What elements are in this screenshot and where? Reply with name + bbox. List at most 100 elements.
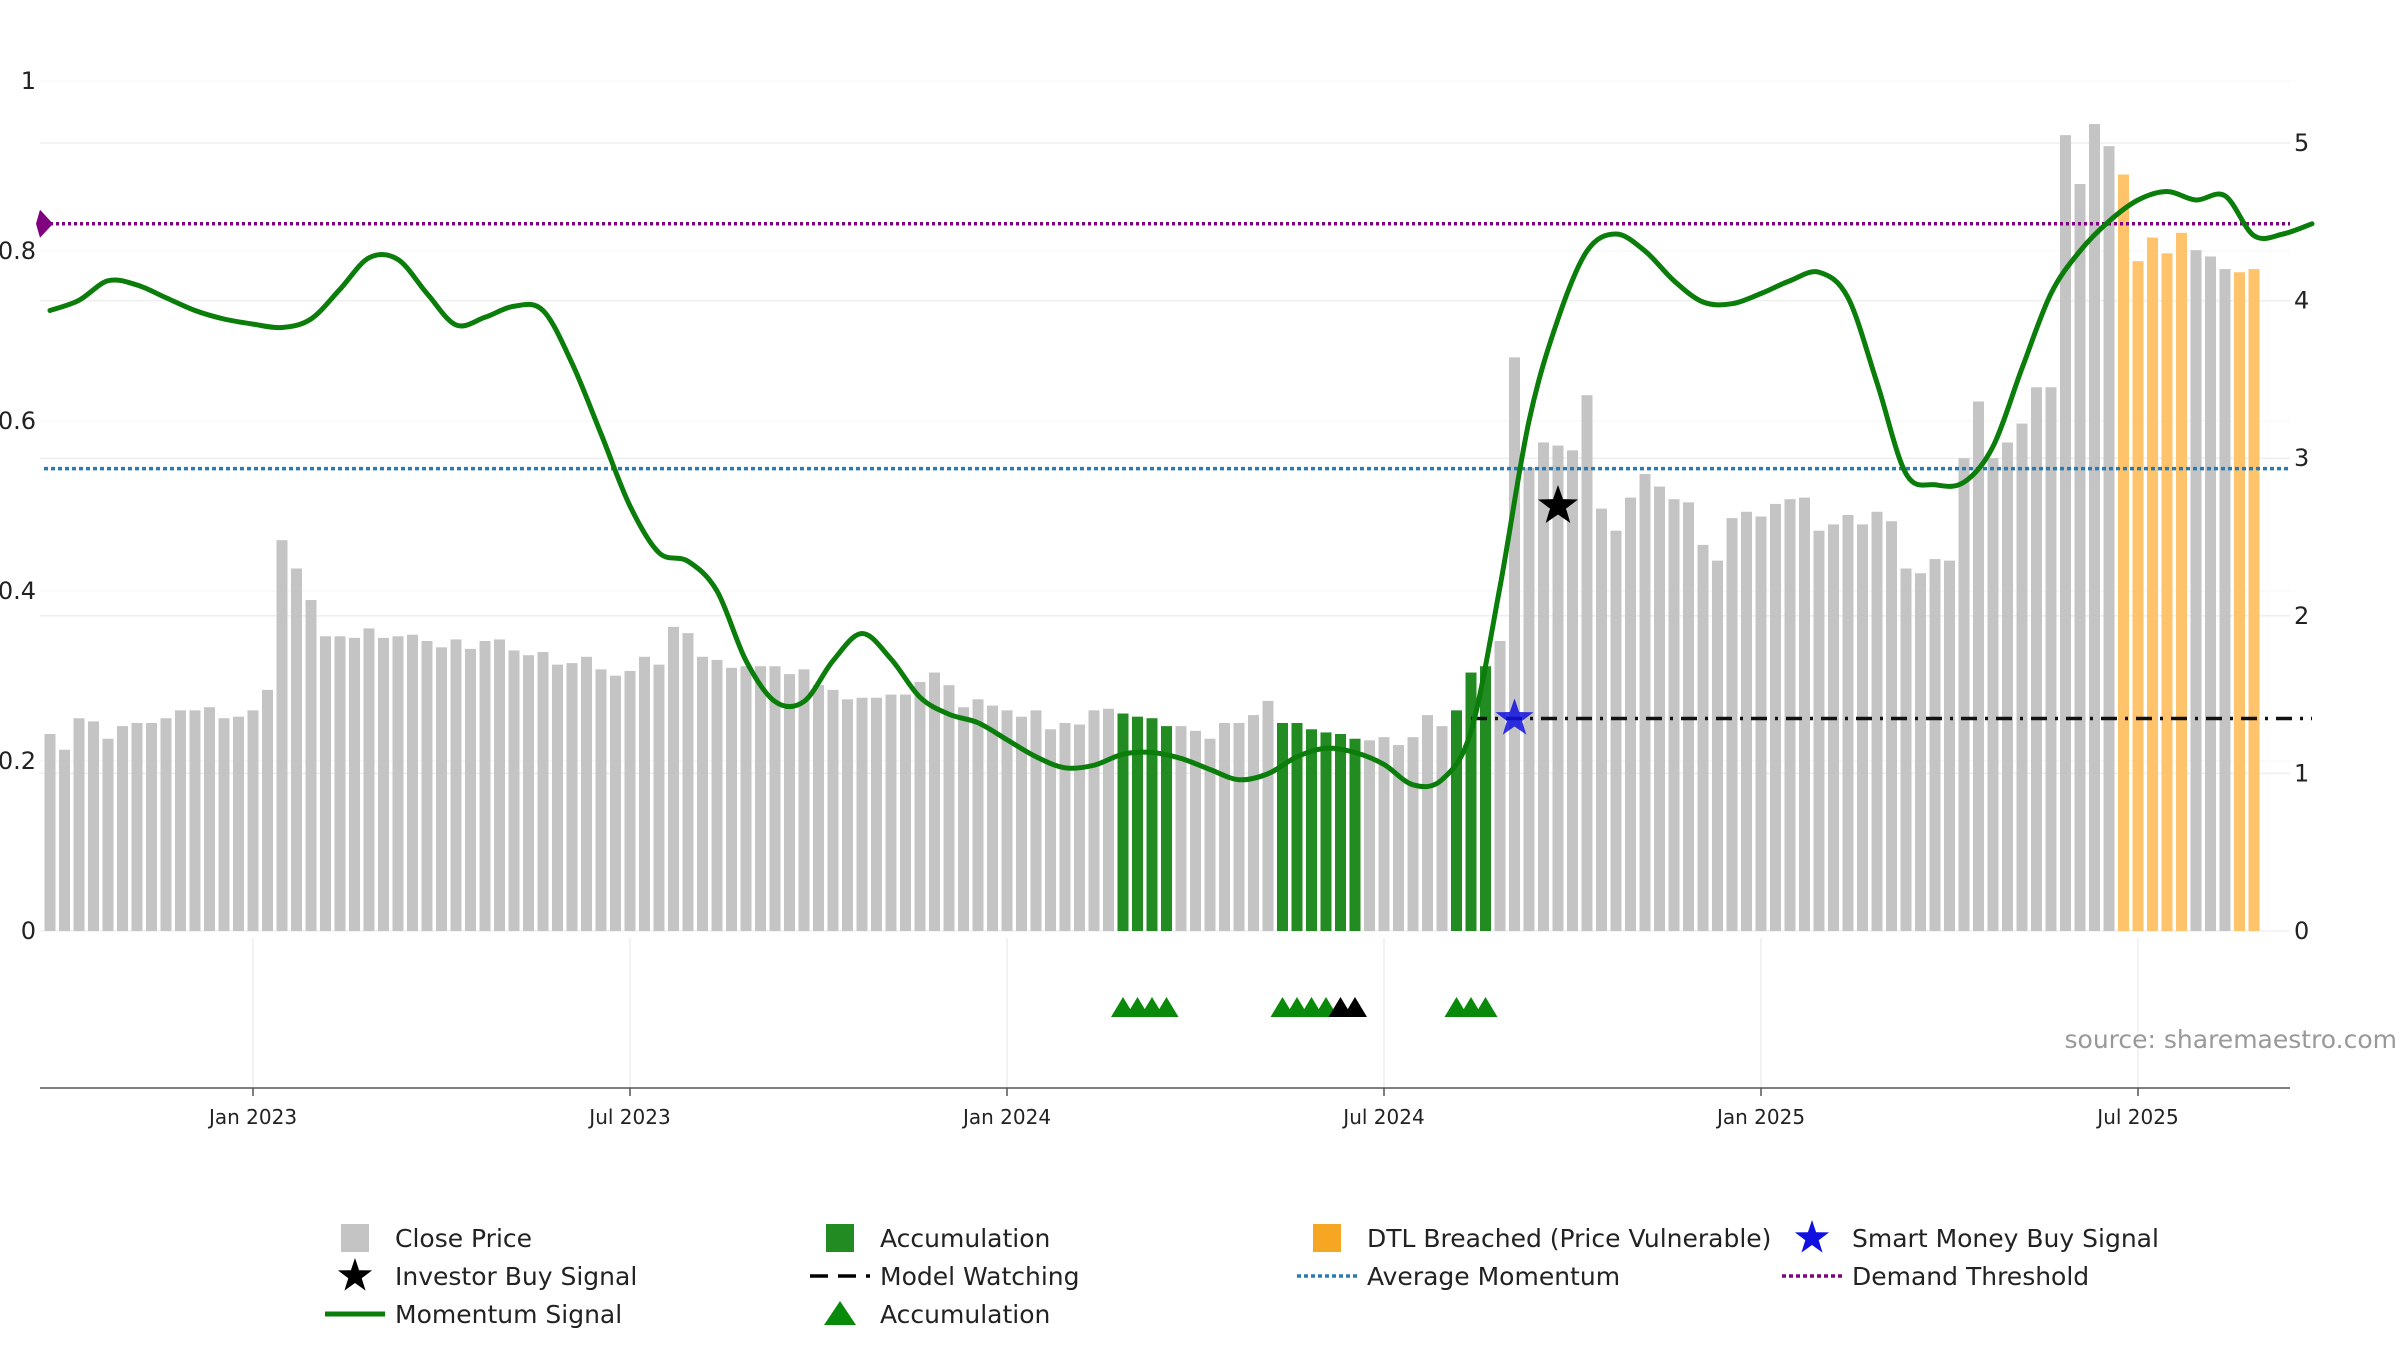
legend-star-blue-icon bbox=[1794, 1220, 1830, 1253]
accumulation-bar bbox=[1451, 710, 1462, 931]
close-price-bar bbox=[2089, 124, 2100, 931]
close-price-bar bbox=[508, 650, 520, 931]
left-axis-tick-label: 0 bbox=[21, 917, 36, 945]
legend-label: Close Price bbox=[395, 1224, 532, 1253]
left-axis-tick-label: 0.6 bbox=[0, 407, 36, 435]
accumulation-bar bbox=[1161, 726, 1172, 931]
close-price-bar bbox=[1407, 737, 1419, 931]
close-price-bar bbox=[726, 667, 737, 931]
close-price-bar bbox=[798, 669, 810, 931]
close-price-bar bbox=[1654, 486, 1665, 931]
close-price-bar bbox=[2016, 423, 2028, 931]
accumulation-bar bbox=[1117, 713, 1129, 931]
close-price-bar bbox=[465, 648, 476, 931]
close-price-bar bbox=[262, 689, 273, 931]
accumulation-triangle bbox=[1154, 997, 1179, 1017]
accumulation-bar bbox=[1349, 738, 1361, 931]
close-price-bar bbox=[1190, 730, 1201, 931]
dtl-breached-bar bbox=[2147, 237, 2158, 931]
price-bars bbox=[44, 124, 2260, 932]
close-price-bar bbox=[1393, 745, 1404, 931]
close-price-bar bbox=[1552, 445, 1564, 931]
close-price-bar bbox=[1074, 724, 1085, 931]
right-axis-tick-label: 3 bbox=[2294, 444, 2309, 472]
dtl-breached-bar bbox=[2118, 174, 2129, 931]
close-price-bar bbox=[1697, 544, 1709, 931]
legend-square-green-icon bbox=[826, 1224, 854, 1252]
close-price-bar bbox=[1639, 473, 1651, 931]
investor-buy-signal-star bbox=[1538, 485, 1578, 523]
accumulation-bar bbox=[1320, 732, 1332, 931]
x-axis-tick-label: Jul 2024 bbox=[1341, 1105, 1424, 1129]
close-price-bar bbox=[247, 710, 259, 931]
close-price-bar bbox=[639, 656, 650, 931]
close-price-bar bbox=[2074, 183, 2086, 931]
close-price-bar bbox=[392, 636, 404, 931]
close-price-bar bbox=[88, 721, 99, 931]
close-price-bar bbox=[1828, 524, 1839, 931]
close-price-bar bbox=[1784, 499, 1796, 931]
close-price-bar bbox=[349, 637, 360, 931]
close-price-bar bbox=[1262, 700, 1274, 931]
close-price-bar bbox=[885, 694, 897, 931]
legend-label: DTL Breached (Price Vulnerable) bbox=[1367, 1224, 1771, 1253]
close-price-bar bbox=[1741, 511, 1752, 931]
close-price-bar bbox=[682, 633, 694, 931]
close-price-bar bbox=[204, 707, 215, 931]
close-price-bar bbox=[1857, 524, 1868, 931]
close-price-bar bbox=[1494, 641, 1506, 931]
close-price-bar bbox=[929, 672, 940, 931]
accumulation-bar bbox=[1146, 718, 1158, 931]
close-price-bar bbox=[1900, 568, 1912, 931]
close-price-bar bbox=[1944, 560, 1955, 931]
close-price-bar bbox=[943, 685, 955, 931]
close-price-bar bbox=[813, 685, 824, 931]
right-axis-tick-label: 4 bbox=[2294, 287, 2309, 315]
close-price-bar bbox=[595, 669, 607, 931]
close-price-bar bbox=[276, 540, 288, 931]
close-price-bar bbox=[1726, 518, 1738, 931]
dtl-breached-bar bbox=[2132, 261, 2144, 931]
close-price-bar bbox=[1378, 737, 1390, 931]
legend-label: Model Watching bbox=[880, 1262, 1080, 1291]
close-price-bar bbox=[1436, 726, 1448, 931]
close-price-bar bbox=[334, 636, 346, 931]
close-price-bar bbox=[2002, 442, 2013, 931]
close-price-bar bbox=[1233, 722, 1245, 931]
close-price-bar bbox=[59, 749, 70, 931]
close-price-bar bbox=[189, 710, 201, 931]
close-price-bar bbox=[102, 738, 114, 931]
dtl-breached-bar bbox=[2248, 269, 2260, 932]
close-price-bar bbox=[1668, 499, 1680, 931]
close-price-bar bbox=[1523, 467, 1535, 931]
close-price-bar bbox=[1175, 726, 1187, 931]
demand-threshold-marker bbox=[36, 209, 53, 238]
close-price-bar bbox=[1219, 722, 1230, 931]
close-price-bar bbox=[1610, 530, 1622, 931]
accumulation-triangle-black bbox=[1343, 997, 1367, 1017]
close-price-bar bbox=[1204, 738, 1216, 931]
close-price-bar bbox=[218, 718, 230, 931]
close-price-bar bbox=[581, 656, 592, 931]
close-price-bar bbox=[1712, 560, 1723, 931]
close-price-bar bbox=[1422, 715, 1433, 931]
close-price-bar bbox=[1958, 458, 1970, 931]
close-price-bar bbox=[523, 655, 534, 931]
close-price-bar bbox=[494, 639, 505, 931]
close-price-bar bbox=[1915, 573, 1926, 931]
close-price-bar bbox=[697, 656, 708, 931]
lines bbox=[36, 189, 2315, 790]
close-price-bar bbox=[291, 568, 302, 931]
close-price-bar bbox=[1509, 357, 1520, 931]
close-price-bar bbox=[2190, 250, 2202, 932]
legend-label: Average Momentum bbox=[1367, 1262, 1620, 1291]
close-price-bar bbox=[73, 718, 85, 931]
legend-square-grey-icon bbox=[341, 1224, 369, 1252]
x-axis-tick-label: Jan 2024 bbox=[961, 1105, 1051, 1129]
close-price-bar bbox=[610, 675, 621, 931]
close-price-bar bbox=[378, 637, 389, 931]
close-price-bar bbox=[2219, 269, 2231, 932]
dtl-breached-bar bbox=[2176, 232, 2187, 931]
close-price-bar bbox=[1755, 516, 1767, 931]
